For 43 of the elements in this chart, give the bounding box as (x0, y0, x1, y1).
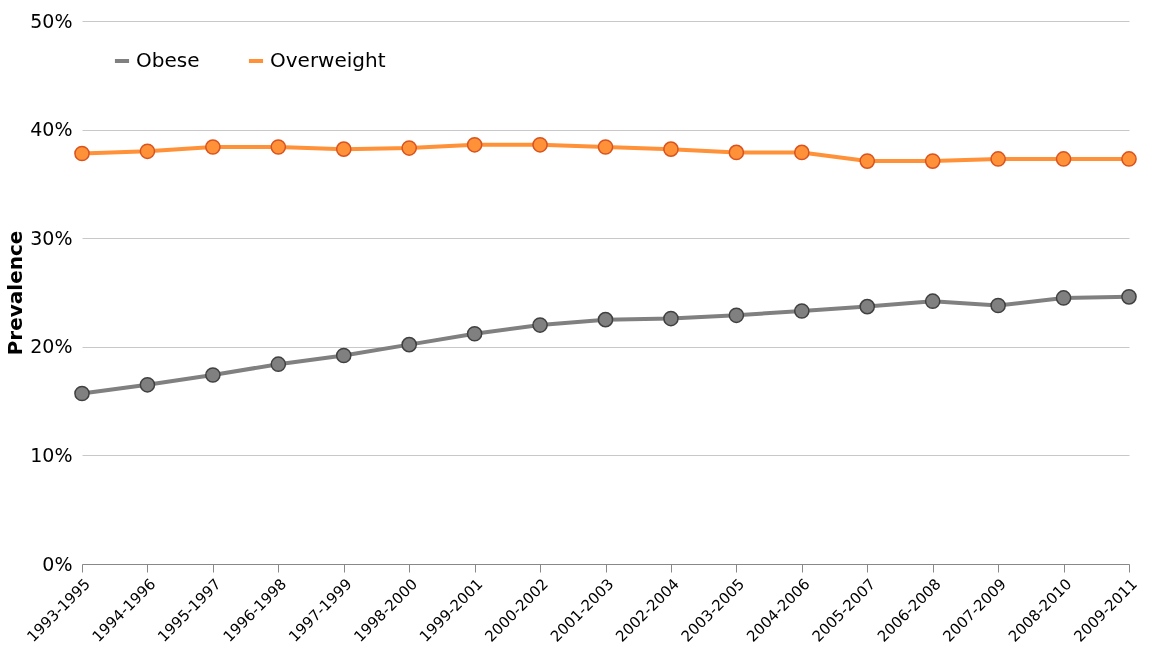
point (924, 153, 941, 169)
point (990, 297, 1006, 314)
point (1121, 151, 1137, 167)
point (139, 377, 156, 393)
point (270, 356, 287, 372)
point (663, 310, 679, 327)
point (793, 303, 810, 319)
y-tick-label: 0% (42, 552, 73, 575)
point (335, 347, 352, 364)
legend-label: Obese (136, 48, 200, 72)
y-axis-title: Prevalence (3, 230, 28, 356)
point (1055, 290, 1072, 306)
y-tick-label: 20% (30, 335, 73, 358)
point (466, 325, 483, 342)
point (1121, 289, 1137, 305)
point (793, 144, 810, 161)
y-tick-label: 30% (30, 226, 73, 249)
point (859, 298, 876, 315)
point (139, 143, 156, 160)
point (270, 139, 287, 155)
point (466, 137, 483, 153)
point (859, 153, 876, 169)
point (74, 385, 90, 402)
point (597, 311, 614, 328)
point (597, 139, 614, 155)
legend-label: Overweight (270, 48, 386, 72)
point (205, 139, 221, 155)
y-tick-label: 40% (30, 118, 73, 141)
point (532, 317, 548, 333)
point (74, 145, 90, 162)
y-tick-label: 50% (30, 9, 73, 32)
point (205, 367, 221, 383)
point (1055, 151, 1072, 167)
point (401, 140, 418, 156)
point (335, 141, 352, 157)
point (728, 307, 745, 324)
point (401, 336, 418, 353)
point (532, 137, 548, 153)
point (990, 151, 1006, 167)
point (924, 293, 941, 309)
y-tick-label: 10% (30, 443, 73, 466)
point (728, 144, 745, 161)
point (663, 141, 679, 157)
